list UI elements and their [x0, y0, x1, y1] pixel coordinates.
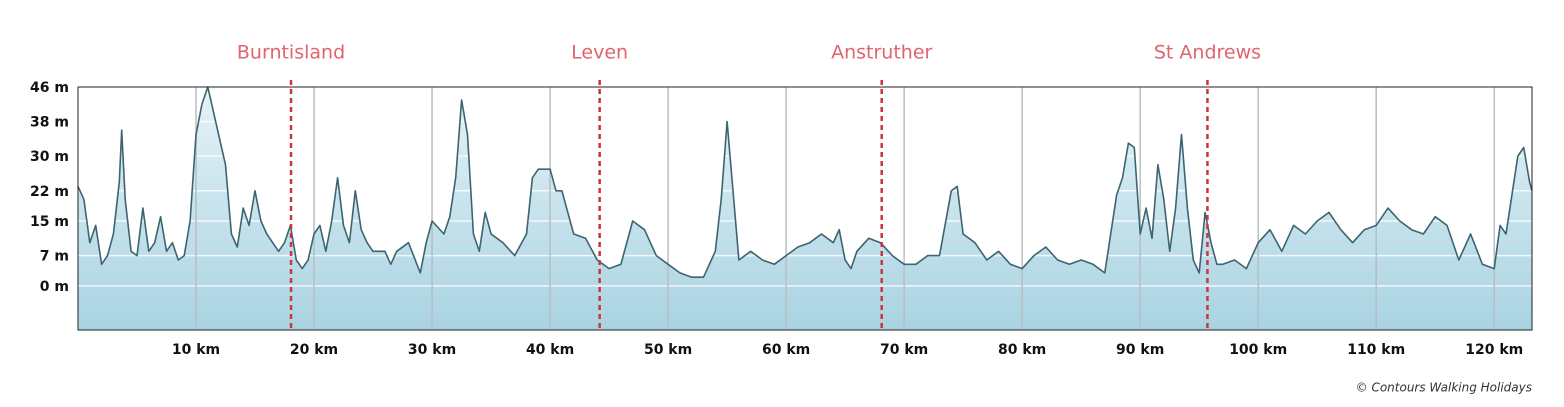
area-fill — [78, 87, 1532, 330]
x-tick-label: 50 km — [644, 342, 692, 358]
x-tick-label: 100 km — [1229, 342, 1287, 358]
y-tick-label: 15 m — [30, 214, 69, 230]
x-tick-label: 60 km — [762, 342, 810, 358]
place-label: St Andrews — [1154, 42, 1261, 64]
x-tick-label: 120 km — [1465, 342, 1523, 358]
y-tick-label: 38 m — [30, 115, 69, 131]
credit: © Contours Walking Holidays — [1356, 381, 1532, 395]
y-tick-label: 46 m — [30, 80, 69, 96]
elevation-line — [77, 86, 1533, 278]
y-tick-label: 22 m — [30, 184, 69, 200]
x-tick-label: 30 km — [408, 342, 456, 358]
x-tick-label: 90 km — [1116, 342, 1164, 358]
y-tick-label: 0 m — [40, 279, 69, 295]
x-tick-label: 80 km — [998, 342, 1046, 358]
y-tick-label: 7 m — [40, 249, 69, 265]
x-tick-label: 40 km — [526, 342, 574, 358]
plot-border — [77, 86, 1533, 331]
place-label: Anstruther — [831, 42, 932, 64]
y-tick-label: 30 m — [30, 149, 69, 165]
place-label: Leven — [571, 42, 628, 64]
place-label: Burntisland — [237, 42, 345, 64]
x-tick-label: 70 km — [880, 342, 928, 358]
x-tick-label: 110 km — [1347, 342, 1405, 358]
x-tick-label: 10 km — [172, 342, 220, 358]
x-tick-label: 20 km — [290, 342, 338, 358]
